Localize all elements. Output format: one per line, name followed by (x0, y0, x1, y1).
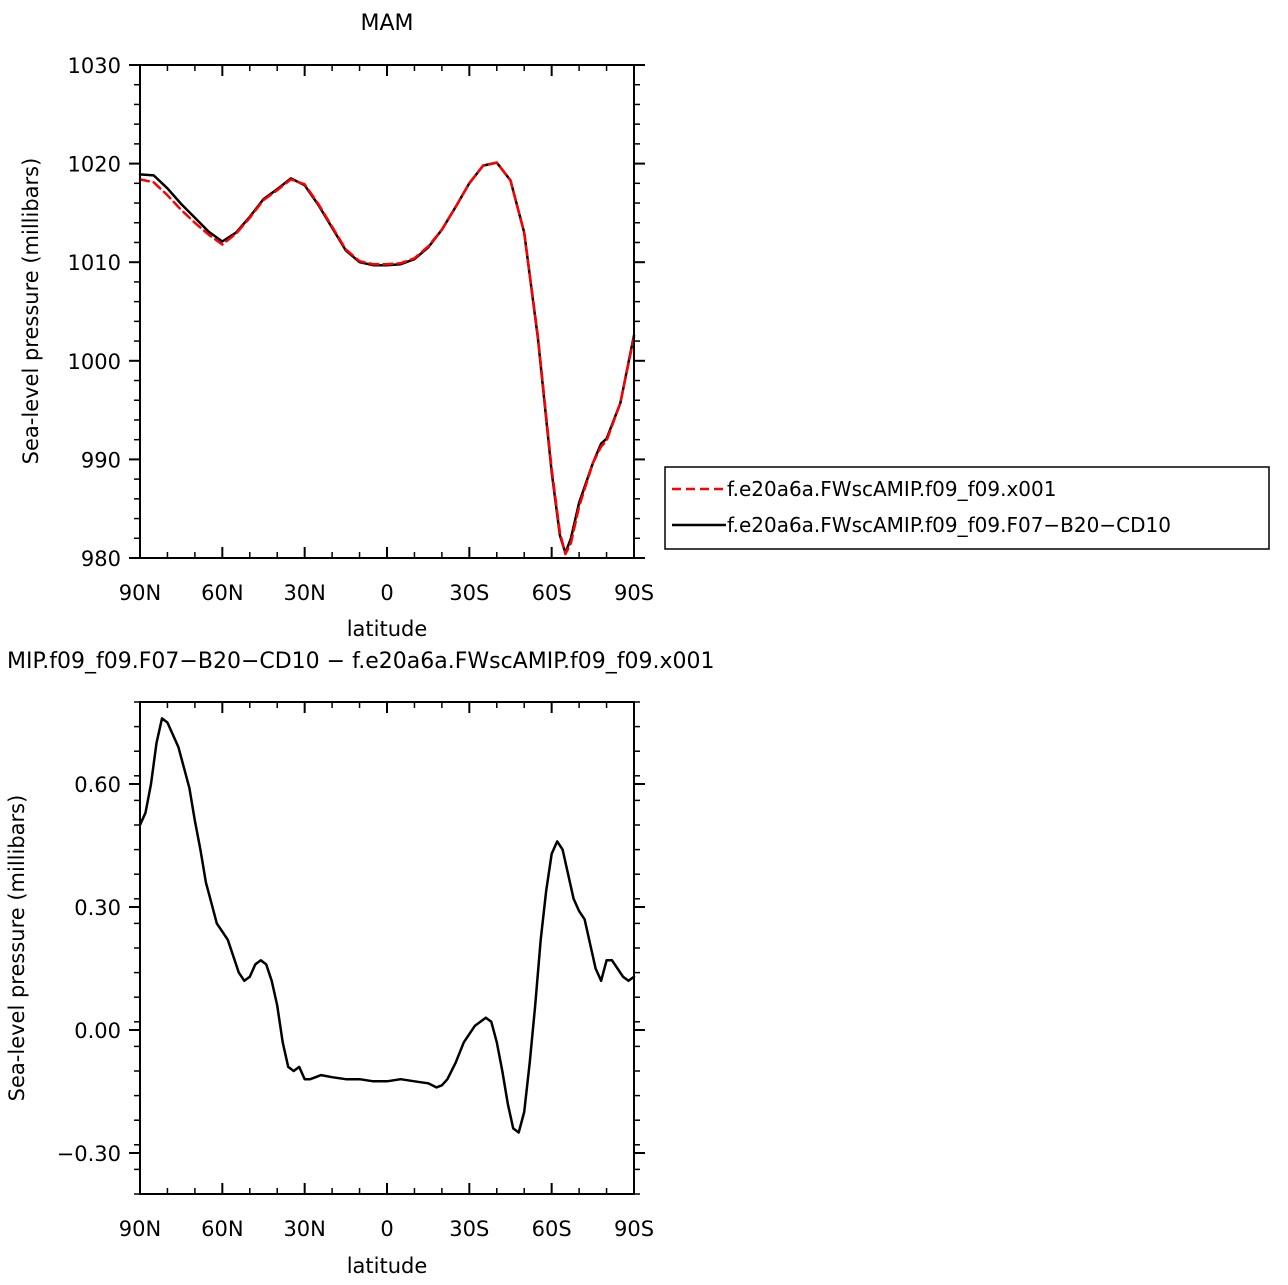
top-x-tick-label: 30S (449, 581, 489, 605)
bottom-x-tick-label: 30S (449, 1217, 489, 1241)
top-series-group (138, 161, 636, 556)
top-series-line-2 (138, 161, 636, 555)
bottom-x-tick-label: 0 (380, 1217, 393, 1241)
top-series-line-1 (138, 161, 636, 556)
top-y-tick-label: 1010 (68, 251, 121, 275)
bottom-x-tick-label: 60S (532, 1217, 572, 1241)
bottom-y-axis-label: Sea-level pressure (millibars) (5, 795, 29, 1102)
bottom-x-axis-label: latitude (347, 1254, 428, 1278)
bottom-series-line-1 (138, 717, 636, 1134)
top-chart-title: MAM (360, 11, 413, 36)
top-y-tick-label: 990 (81, 448, 121, 472)
bottom-series-group (138, 717, 636, 1134)
bottom-tick-labels: 90N 60N 30N 0 30S 60S 90S −0.30 0.00 0.30 0.60 (57, 773, 654, 1241)
legend-label-series-1: f.e20a6a.FWscAMIP.f09_f09.x001 (727, 477, 1056, 501)
bottom-x-tick-label: 90N (119, 1217, 161, 1241)
bottom-ticks (129, 701, 645, 1195)
bottom-y-tick-label: 0.30 (74, 896, 121, 920)
legend: f.e20a6a.FWscAMIP.f09_f09.x001 f.e20a6a.… (664, 466, 1270, 550)
bottom-plot-frame (139, 701, 635, 1195)
top-y-tick-label: 1020 (68, 153, 121, 177)
top-panel: MAM Sea-level pressure (millibars) latit… (19, 11, 654, 641)
top-y-axis-label: Sea-level pressure (millibars) (19, 158, 43, 465)
top-x-tick-label: 0 (380, 581, 393, 605)
bottom-x-tick-label: 60N (201, 1217, 243, 1241)
bottom-chart-title: MIP.f09_f09.F07−B20−CD10 − f.e20a6a.FWsc… (7, 649, 715, 674)
legend-label-series-2: f.e20a6a.FWscAMIP.f09_f09.F07−B20−CD10 (727, 513, 1171, 537)
top-tick-labels: 90N 60N 30N 0 30S 60S 90S 980 990 1000 1010 1020 103… (68, 54, 654, 605)
bottom-y-tick-label: 0.00 (74, 1019, 121, 1043)
top-plot-frame (139, 64, 635, 559)
top-y-tick-label: 1000 (68, 350, 121, 374)
top-ticks (129, 64, 645, 559)
bottom-x-tick-label: 90S (614, 1217, 654, 1241)
top-x-tick-label: 60N (201, 581, 243, 605)
top-x-tick-label: 90N (119, 581, 161, 605)
top-x-axis-label: latitude (347, 617, 428, 641)
top-x-tick-label: 60S (532, 581, 572, 605)
top-y-tick-label: 1030 (68, 54, 121, 78)
bottom-x-tick-label: 30N (283, 1217, 325, 1241)
top-x-tick-label: 30N (283, 581, 325, 605)
bottom-panel: MIP.f09_f09.F07−B20−CD10 − f.e20a6a.FWsc… (5, 649, 715, 1278)
legend-box (664, 466, 1270, 550)
bottom-y-tick-label: −0.30 (57, 1142, 121, 1166)
top-y-tick-label: 980 (81, 547, 121, 571)
top-x-tick-label: 90S (614, 581, 654, 605)
bottom-y-tick-label: 0.60 (74, 773, 121, 797)
